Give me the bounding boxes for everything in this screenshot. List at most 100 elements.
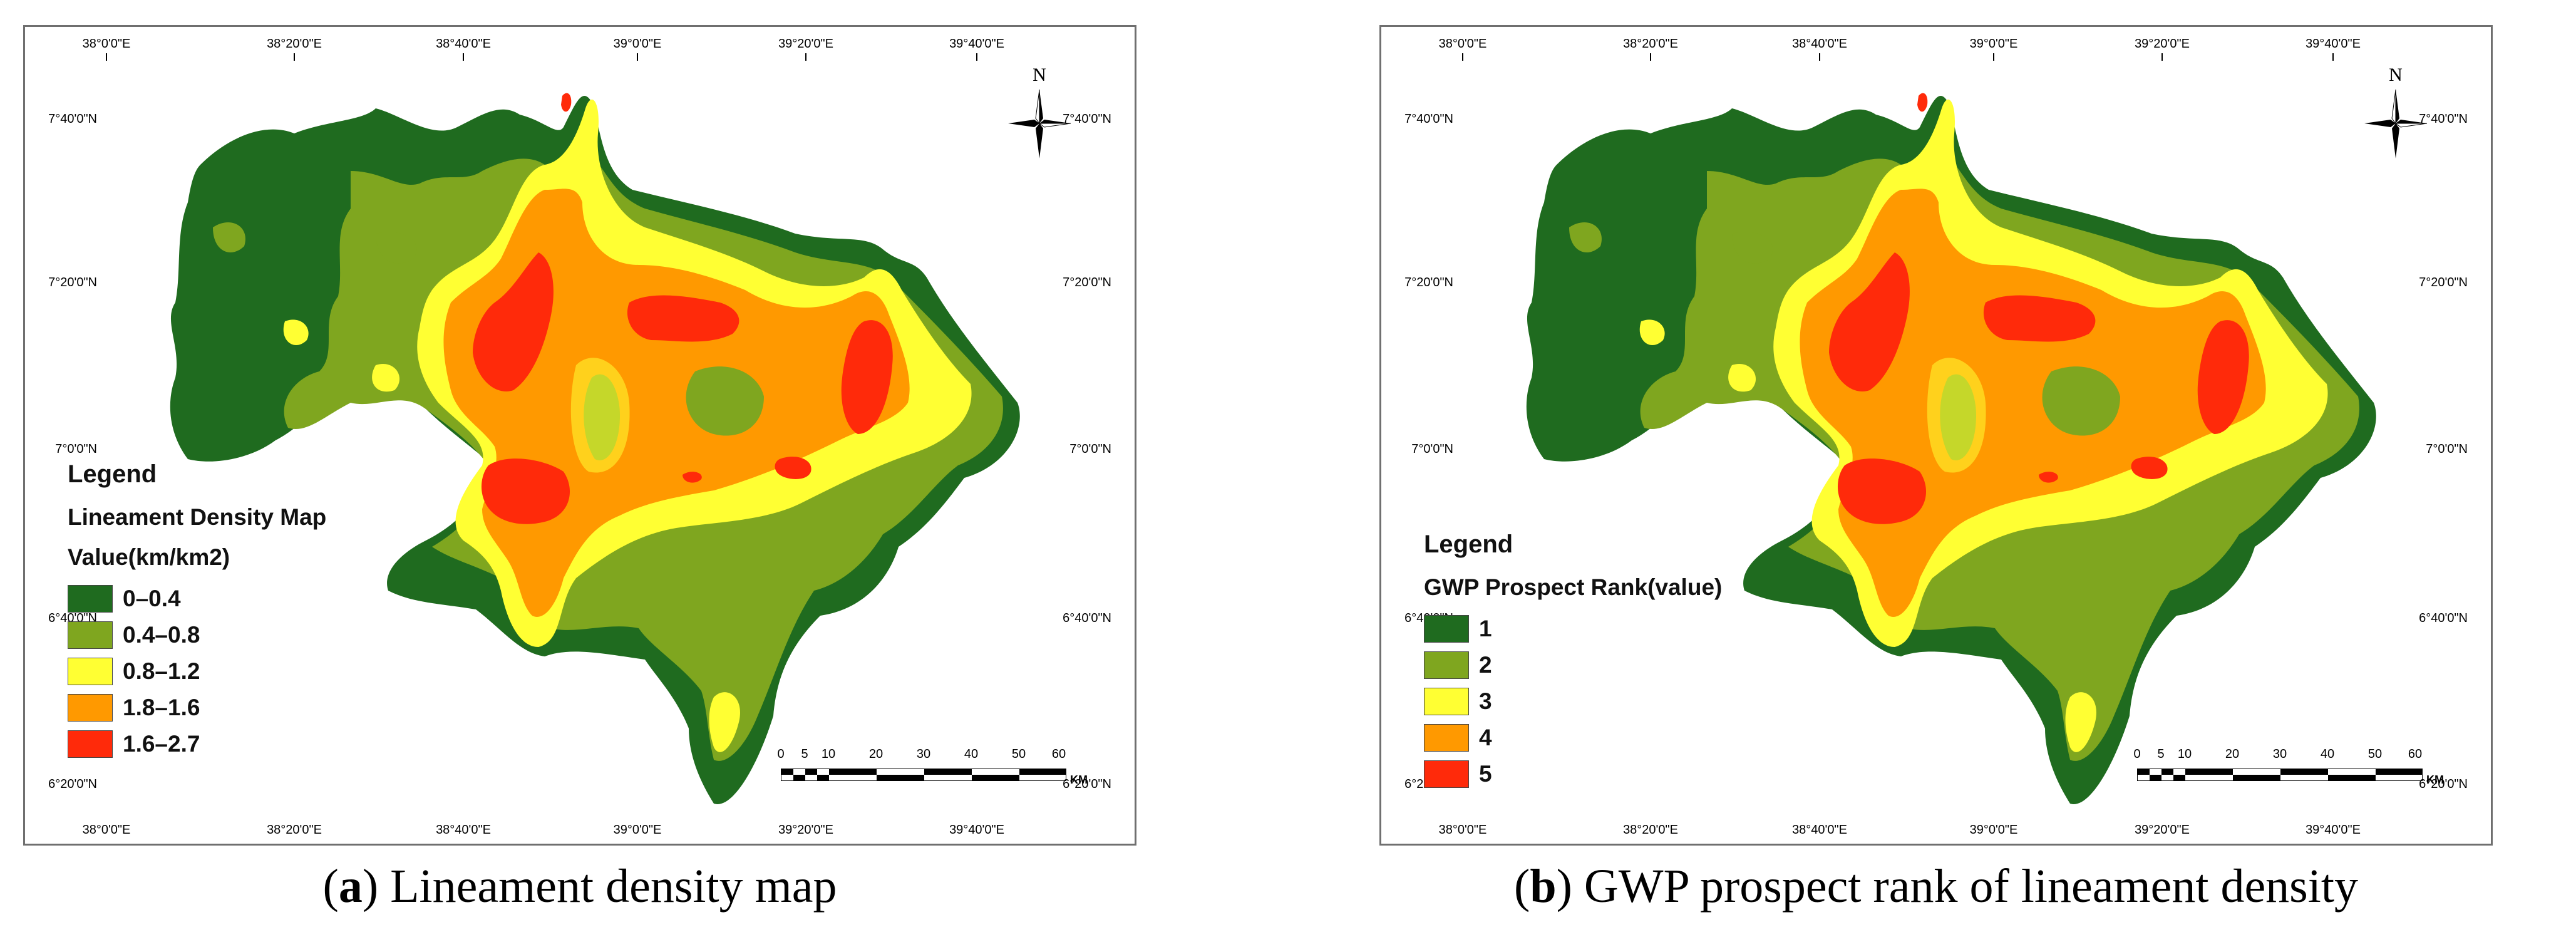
lat-label-right: 6°20'0"N bbox=[2419, 777, 2468, 791]
zone-class-5 bbox=[561, 93, 572, 112]
legend-label: 0.8–1.2 bbox=[123, 658, 200, 684]
legend-swatch bbox=[1424, 724, 1469, 752]
lat-label-right: 7°40'0"N bbox=[1063, 112, 1111, 126]
scale-ticks: 0 5 10 20 30 40 50 60 bbox=[2133, 747, 2423, 764]
scale-tick: 50 bbox=[1011, 747, 1026, 761]
zone-class-5 bbox=[841, 320, 893, 434]
zone-class-5 bbox=[2039, 472, 2058, 483]
scale-tick: 60 bbox=[1051, 747, 1066, 761]
scale-tick: 30 bbox=[916, 747, 931, 761]
lon-label-top: 39°40'0"E bbox=[2306, 37, 2361, 51]
zone-class-5 bbox=[627, 295, 739, 342]
legend-swatch bbox=[1424, 760, 1469, 788]
scale-bar: 0 5 10 20 30 40 50 60 KM bbox=[2133, 747, 2444, 791]
legend-label: 5 bbox=[1479, 761, 1492, 787]
north-arrow: N bbox=[1002, 65, 1077, 177]
legend-label: 0.4–0.8 bbox=[123, 622, 200, 648]
lon-label-bottom: 38°0'0"E bbox=[1439, 823, 1487, 837]
zone-class-5 bbox=[1829, 252, 1910, 391]
zone-class-3 bbox=[709, 692, 740, 752]
zone-class-2 bbox=[376, 232, 417, 264]
legend-swatch bbox=[68, 658, 113, 685]
caption-text: Lineament density map bbox=[378, 860, 837, 913]
scale-tick: 40 bbox=[2320, 747, 2335, 761]
scale-tick: 5 bbox=[801, 747, 808, 761]
zone-class-3 bbox=[1927, 358, 1986, 473]
north-arrow: N bbox=[2358, 65, 2433, 177]
lat-label-right: 7°20'0"N bbox=[1063, 276, 1111, 289]
scale-bar-graphic bbox=[2137, 769, 2423, 781]
lat-label-right: 7°20'0"N bbox=[2419, 276, 2468, 289]
scale-tick: 0 bbox=[777, 747, 785, 761]
graticule: 38°0'0"E 38°20'0"E 38°40'0"E 39°0'0"E 39… bbox=[48, 37, 1111, 837]
legend-swatch bbox=[1424, 615, 1469, 643]
caption-text: GWP prospect rank of lineament density bbox=[1572, 860, 2358, 913]
zone-class-3 bbox=[570, 358, 630, 473]
zone-class-5 bbox=[1917, 93, 1928, 112]
lon-label-top: 38°20'0"E bbox=[1623, 37, 1678, 51]
lat-label-right: 6°40'0"N bbox=[2419, 611, 2468, 625]
legend: Legend GWP Prospect Rank(value) 1 2 3 4 … bbox=[1424, 529, 1722, 792]
legend-swatch bbox=[68, 730, 113, 758]
legend-swatch bbox=[68, 585, 113, 613]
lon-label-top: 39°20'0"E bbox=[2135, 37, 2190, 51]
legend-swatch bbox=[68, 621, 113, 649]
legend-item: 0.8–1.2 bbox=[68, 653, 326, 690]
map-panel-b: 38°0'0"E 38°20'0"E 38°40'0"E 39°0'0"E 39… bbox=[1379, 25, 2493, 846]
lon-label-top: 39°0'0"E bbox=[614, 37, 662, 51]
zone-class-5 bbox=[683, 472, 702, 483]
legend-item: 1.6–2.7 bbox=[68, 726, 326, 762]
legend-label: 1 bbox=[1479, 616, 1492, 641]
scale-tick: 5 bbox=[2157, 747, 2165, 761]
zone-class-5 bbox=[481, 458, 570, 524]
scale-tick: 50 bbox=[2367, 747, 2383, 761]
rank-zones bbox=[1526, 93, 2376, 804]
lon-label-top: 38°0'0"E bbox=[1439, 37, 1487, 51]
lon-label-bottom: 39°20'0"E bbox=[778, 823, 833, 837]
zone-class-2 bbox=[686, 366, 764, 436]
lon-label-bottom: 39°40'0"E bbox=[2306, 823, 2361, 837]
legend-swatch bbox=[1424, 688, 1469, 715]
caption-letter: b bbox=[1530, 860, 1557, 913]
lat-label-right: 7°40'0"N bbox=[2419, 112, 2468, 126]
zone-class-2 bbox=[213, 222, 245, 252]
lat-label-right: 6°20'0"N bbox=[1063, 777, 1111, 791]
lon-label-top: 39°0'0"E bbox=[1970, 37, 2018, 51]
legend-swatch bbox=[68, 694, 113, 722]
zone-class-5 bbox=[1837, 458, 1926, 524]
zone-class-3 bbox=[2065, 692, 2096, 752]
lat-label-left: 6°20'0"N bbox=[48, 777, 97, 791]
lon-label-bottom: 39°0'0"E bbox=[614, 823, 662, 837]
legend-item: 0–0.4 bbox=[68, 581, 326, 617]
legend-label: 1.8–1.6 bbox=[123, 695, 200, 720]
lat-label-left: 7°20'0"N bbox=[1404, 276, 1453, 289]
lon-label-top: 38°40'0"E bbox=[436, 37, 491, 51]
legend-label: 4 bbox=[1479, 725, 1492, 750]
legend-title: Legend bbox=[1424, 531, 1513, 558]
compass-rose-icon bbox=[2364, 89, 2428, 158]
zone-class-2 bbox=[1732, 232, 1773, 264]
lon-label-bottom: 39°20'0"E bbox=[2135, 823, 2190, 837]
scale-tick: 60 bbox=[2408, 747, 2423, 761]
compass-rose-icon bbox=[1008, 89, 1071, 158]
north-label: N bbox=[1033, 65, 1046, 85]
zone-class-5 bbox=[1983, 295, 2096, 342]
zone-class-3 bbox=[1639, 319, 1665, 346]
map-canvas: 38°0'0"E 38°20'0"E 38°40'0"E 39°0'0"E 39… bbox=[1404, 37, 2468, 837]
scale-ticks: 0 5 10 20 30 40 50 60 bbox=[777, 747, 1066, 764]
lon-label-top: 38°0'0"E bbox=[83, 37, 131, 51]
scale-bar-graphic bbox=[781, 769, 1066, 781]
legend-label: 3 bbox=[1479, 688, 1492, 714]
legend-subtitle: GWP Prospect Rank(value) bbox=[1424, 574, 1723, 600]
legend-item: 0.4–0.8 bbox=[68, 617, 326, 653]
scale-tick: 10 bbox=[821, 747, 836, 761]
scale-tick: 0 bbox=[2133, 747, 2141, 761]
legend-item: 2 bbox=[1424, 647, 1722, 683]
scale-tick: 20 bbox=[868, 747, 884, 761]
legend-label: 0–0.4 bbox=[123, 586, 181, 611]
scale-tick: 10 bbox=[2177, 747, 2192, 761]
caption-letter: a bbox=[338, 860, 363, 913]
zone-class-3 bbox=[1728, 364, 1756, 392]
zone-class-5 bbox=[2131, 457, 2168, 479]
density-zones bbox=[170, 93, 1020, 804]
